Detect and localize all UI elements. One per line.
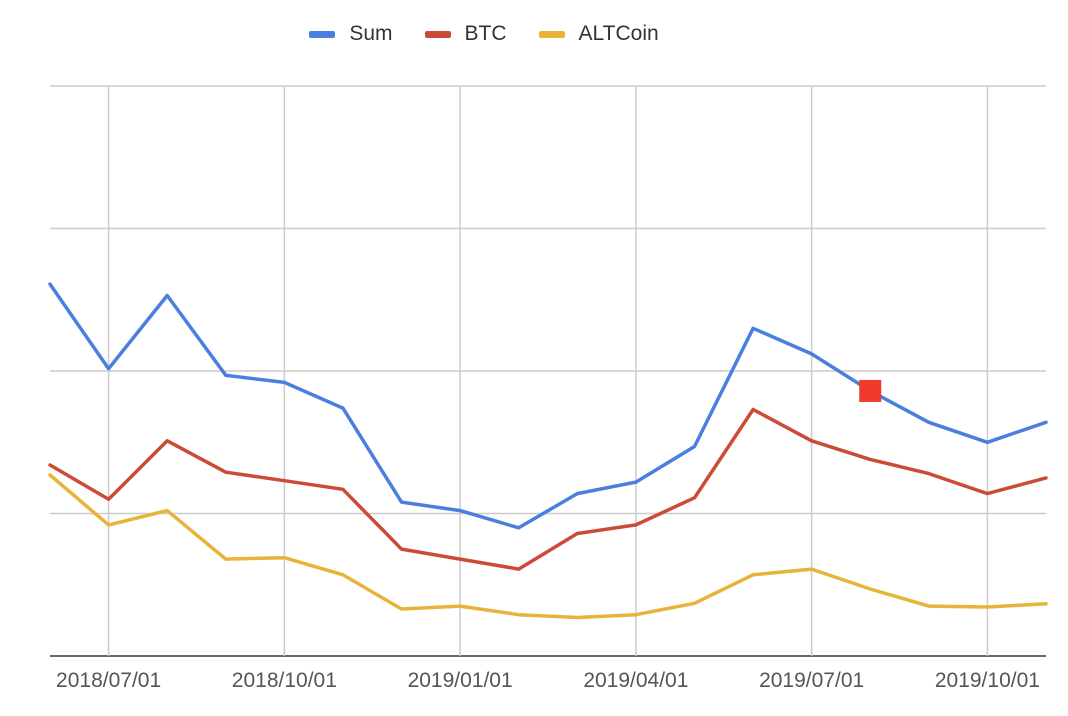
legend: Sum BTC ALTCoin [0, 22, 968, 46]
x-tick-label: 2019/04/01 [583, 669, 688, 692]
legend-item-btc[interactable]: BTC [424, 22, 507, 46]
legend-label-altcoin: ALTCoin [578, 22, 659, 45]
x-tick-label: 2018/10/01 [232, 669, 337, 692]
legend-swatch-btc [424, 30, 451, 38]
x-tick-label: 2019/01/01 [408, 669, 513, 692]
legend-label-btc: BTC [464, 22, 507, 45]
x-tick-label: 2019/07/01 [759, 669, 864, 692]
series-line-sum[interactable] [48, 282, 1048, 530]
x-tick-label: 2019/10/01 [935, 669, 1040, 692]
x-axis-ticks: 2018/07/01 2018/10/01 2019/01/01 2019/04/01… [56, 669, 1040, 692]
legend-label-sum: Sum [349, 22, 393, 45]
legend-swatch-sum [309, 30, 336, 38]
highlight-marker[interactable] [859, 379, 882, 402]
legend-swatch-altcoin [538, 30, 565, 38]
legend-item-altcoin[interactable]: ALTCoin [538, 22, 659, 46]
legend-item-sum[interactable]: Sum [309, 22, 393, 46]
x-tick-label: 2018/07/01 [56, 669, 161, 692]
series-lines [48, 282, 1048, 620]
series-line-altcoin[interactable] [48, 473, 1048, 620]
series-line-btc[interactable] [48, 407, 1048, 571]
highlight-marker-group [859, 379, 882, 402]
gridlines [50, 85, 1046, 657]
